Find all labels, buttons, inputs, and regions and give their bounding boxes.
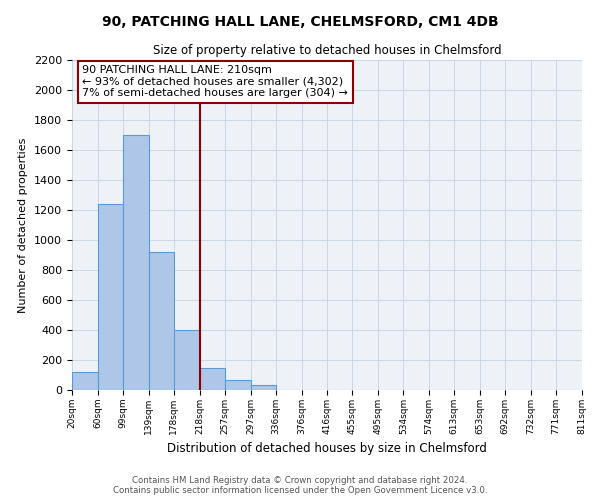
Text: 90, PATCHING HALL LANE, CHELMSFORD, CM1 4DB: 90, PATCHING HALL LANE, CHELMSFORD, CM1 … <box>101 15 499 29</box>
Bar <box>123 135 149 390</box>
Y-axis label: Number of detached properties: Number of detached properties <box>19 138 28 312</box>
Bar <box>174 330 200 390</box>
Title: Size of property relative to detached houses in Chelmsford: Size of property relative to detached ho… <box>152 44 502 58</box>
Bar <box>149 252 174 390</box>
Bar <box>200 368 225 390</box>
X-axis label: Distribution of detached houses by size in Chelmsford: Distribution of detached houses by size … <box>167 442 487 456</box>
Text: 90 PATCHING HALL LANE: 210sqm
← 93% of detached houses are smaller (4,302)
7% of: 90 PATCHING HALL LANE: 210sqm ← 93% of d… <box>82 65 348 98</box>
Bar <box>72 372 98 390</box>
Bar <box>98 204 123 390</box>
Bar <box>225 380 251 390</box>
Text: Contains HM Land Registry data © Crown copyright and database right 2024.
Contai: Contains HM Land Registry data © Crown c… <box>113 476 487 495</box>
Bar <box>251 385 276 390</box>
